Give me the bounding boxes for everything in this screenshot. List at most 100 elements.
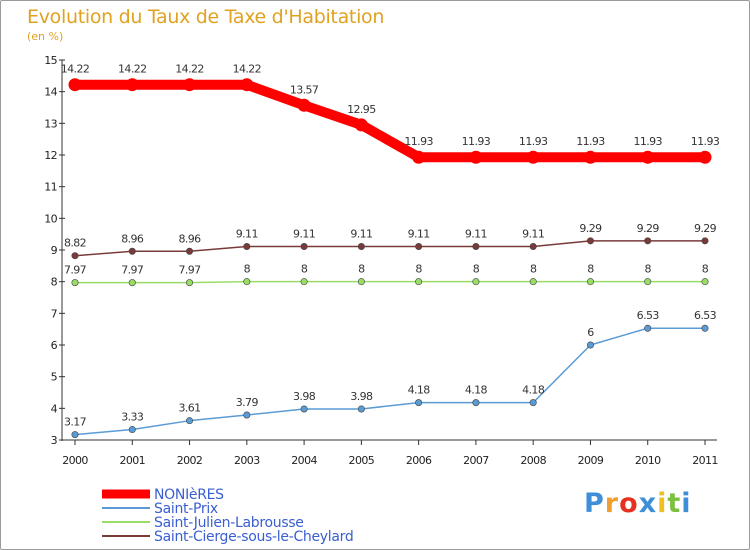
x-tick-label: 2000 xyxy=(62,454,88,467)
data-point xyxy=(586,278,594,286)
data-label: 8 xyxy=(530,263,537,276)
data-label: 3.33 xyxy=(121,411,144,424)
logo-letter: P xyxy=(584,488,605,519)
data-point xyxy=(529,278,537,286)
data-point xyxy=(472,243,480,251)
data-label: 8 xyxy=(473,263,480,276)
data-point xyxy=(415,243,423,251)
x-tick-label: 2002 xyxy=(177,454,203,467)
data-label: 11.93 xyxy=(519,135,548,148)
data-point xyxy=(186,247,194,255)
data-point xyxy=(701,237,709,245)
data-label: 3.79 xyxy=(236,396,259,409)
data-label: 14.22 xyxy=(233,63,262,76)
data-label: 11.93 xyxy=(462,135,491,148)
data-label: 6.53 xyxy=(637,309,660,322)
y-tick-label: 13 xyxy=(44,117,57,130)
data-point xyxy=(644,237,652,245)
y-tick-label: 12 xyxy=(44,149,57,162)
axes: 3 4 5 6 7 8 9 10 11 12 13 14 15 2000 2001 2002 2003 2004 2… xyxy=(44,54,718,467)
y-tick-label: 4 xyxy=(51,402,58,415)
data-point xyxy=(300,405,308,413)
data-label: 14.22 xyxy=(175,63,204,76)
data-point xyxy=(300,243,308,251)
data-point xyxy=(243,411,251,419)
data-point xyxy=(128,247,136,255)
data-point xyxy=(357,405,365,413)
data-label: 8 xyxy=(415,263,422,276)
data-label: 3.61 xyxy=(178,402,200,415)
data-point xyxy=(71,431,79,439)
data-point xyxy=(698,150,712,164)
data-label: 6 xyxy=(587,326,594,339)
data-label: 8 xyxy=(244,263,251,276)
series-line xyxy=(74,280,706,284)
chart-subtitle: (en %) xyxy=(27,30,64,43)
data-point xyxy=(583,150,597,164)
data-point xyxy=(701,278,709,286)
logo-letter: i xyxy=(657,488,668,519)
data-point xyxy=(183,78,197,92)
data-label: 6.53 xyxy=(694,309,717,322)
data-label: 14.22 xyxy=(61,63,90,76)
data-point xyxy=(186,279,194,287)
series-line xyxy=(74,240,706,257)
x-tick-label: 2008 xyxy=(520,454,546,467)
data-point xyxy=(586,237,594,245)
data-point xyxy=(644,278,652,286)
data-label: 9.11 xyxy=(350,228,372,241)
logo-letter: o xyxy=(619,488,639,519)
x-tick-label: 2005 xyxy=(349,454,375,467)
data-label: 8.96 xyxy=(121,232,144,245)
data-point xyxy=(644,324,652,332)
data-label: 9.11 xyxy=(465,228,487,241)
data-label: 11.93 xyxy=(576,135,605,148)
data-point xyxy=(357,278,365,286)
data-point xyxy=(186,417,194,425)
data-point xyxy=(415,399,423,407)
x-tick-label: 2007 xyxy=(463,454,489,467)
proxiti-logo: Proxiti xyxy=(584,488,692,519)
data-point xyxy=(240,78,254,92)
logo-letter: x xyxy=(638,488,658,519)
data-label: 3.17 xyxy=(64,416,87,429)
data-label: 7.97 xyxy=(121,264,144,277)
data-label: 8.96 xyxy=(178,232,201,245)
data-label: 13.57 xyxy=(290,83,319,96)
data-label: 8.82 xyxy=(64,237,86,250)
data-point xyxy=(128,279,136,287)
data-point xyxy=(415,278,423,286)
data-point xyxy=(469,150,483,164)
series-2: 7.97 7.97 7.97 8 8 8 8 8 8 8 8 8 xyxy=(64,263,709,287)
data-label: 8 xyxy=(587,263,594,276)
x-tick-label: 2006 xyxy=(406,454,432,467)
data-point xyxy=(529,399,537,407)
x-tick-label: 2004 xyxy=(291,454,317,467)
data-point xyxy=(472,399,480,407)
data-label: 12.95 xyxy=(347,103,376,116)
x-tick-label: 2003 xyxy=(234,454,260,467)
data-point xyxy=(68,78,82,92)
y-tick-label: 7 xyxy=(51,307,58,320)
legend: NONIèRESSaint-PrixSaint-Julien-Labrousse… xyxy=(102,487,354,545)
y-tick-label: 14 xyxy=(44,86,57,99)
data-label: 4.18 xyxy=(522,384,545,397)
data-point xyxy=(354,118,368,132)
data-point xyxy=(300,278,308,286)
data-label: 11.93 xyxy=(691,135,720,148)
series-lines: 3.17 3.33 3.61 3.79 3.98 3.98 4.18 4.18 4.18 6 6.5… xyxy=(61,63,720,439)
data-point xyxy=(472,278,480,286)
legend-entry: Saint-Cierge-sous-le-Cheylard xyxy=(154,529,353,545)
series-1: 3.17 3.33 3.61 3.79 3.98 3.98 4.18 4.18 4.18 6 6.5… xyxy=(64,309,717,439)
data-label: 9.11 xyxy=(293,228,315,241)
data-label: 8 xyxy=(645,263,652,276)
data-label: 11.93 xyxy=(404,135,433,148)
data-label: 14.22 xyxy=(118,63,147,76)
data-point xyxy=(641,150,655,164)
y-tick-label: 15 xyxy=(44,54,57,67)
x-tick-label: 2011 xyxy=(692,454,718,467)
y-tick-label: 11 xyxy=(44,181,57,194)
data-label: 7.97 xyxy=(64,264,87,277)
data-label: 9.29 xyxy=(694,222,717,235)
